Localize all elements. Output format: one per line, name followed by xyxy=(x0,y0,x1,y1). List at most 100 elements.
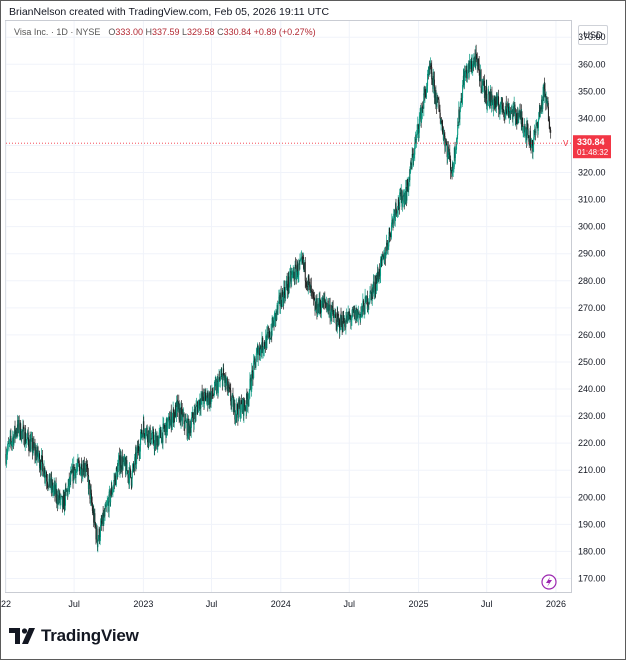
candle-body xyxy=(9,435,11,440)
candle-body xyxy=(491,99,493,101)
candle-body xyxy=(270,330,272,339)
candle-body xyxy=(46,477,48,482)
candle-body xyxy=(45,475,47,478)
y-tick-label: 170.00 xyxy=(578,573,606,583)
candle-body xyxy=(269,338,271,340)
candle-body xyxy=(81,475,83,477)
candle-body xyxy=(338,318,340,320)
candle-body xyxy=(294,264,296,280)
candle-body xyxy=(459,111,461,120)
candle-body xyxy=(407,179,409,186)
candle-body xyxy=(431,66,433,80)
candle-body xyxy=(320,307,322,313)
candle-body xyxy=(480,69,482,88)
candle-body xyxy=(491,94,493,101)
candle-body xyxy=(47,484,49,487)
candle-body xyxy=(431,79,433,83)
candle-body xyxy=(216,382,218,393)
candle-body xyxy=(275,310,277,321)
candle-body xyxy=(512,106,514,120)
candle-body xyxy=(106,503,108,506)
candle-body xyxy=(173,409,175,423)
candle-body xyxy=(522,129,524,132)
candle-body xyxy=(288,276,290,288)
candle-body xyxy=(402,195,404,203)
y-tick-label: 360.00 xyxy=(578,59,606,69)
candle-body xyxy=(93,510,95,523)
candle-body xyxy=(44,477,46,479)
candle-body xyxy=(427,73,429,86)
candle-body xyxy=(242,398,244,411)
candle-body xyxy=(402,194,404,196)
currency-button[interactable]: USD xyxy=(578,25,608,45)
candle-body xyxy=(360,309,362,315)
candle-body xyxy=(284,295,286,299)
candle-body xyxy=(352,309,354,313)
candle-body xyxy=(136,452,138,465)
candle-body xyxy=(417,124,419,126)
candle-body xyxy=(45,475,47,478)
y-tick-label: 370.00 xyxy=(578,32,606,42)
candle-body xyxy=(62,497,64,508)
candle-body xyxy=(120,467,122,470)
candle-body xyxy=(281,303,283,307)
candle-body xyxy=(232,396,234,413)
candle-body xyxy=(483,80,485,98)
candle-body xyxy=(482,81,484,85)
candle-body xyxy=(178,401,180,405)
candle-body xyxy=(523,125,525,129)
candle-body xyxy=(494,98,496,106)
price-badge-countdown: 01:48:32 xyxy=(577,148,609,157)
candle-body xyxy=(291,274,293,282)
candle-body xyxy=(381,255,383,261)
candle-body xyxy=(106,505,108,507)
candle-body xyxy=(471,60,473,71)
candle-body xyxy=(507,103,509,107)
candle-body xyxy=(396,213,398,215)
candle-body xyxy=(46,481,48,485)
candle-body xyxy=(519,110,521,117)
candle-body xyxy=(97,541,99,548)
candle-body xyxy=(53,487,55,491)
candle-body xyxy=(335,324,337,330)
candle-body xyxy=(189,427,191,433)
candle-body xyxy=(490,91,492,106)
candle-body xyxy=(192,418,194,420)
candle-body xyxy=(141,429,143,438)
attribution-text: BrianNelson created with TradingView.com… xyxy=(9,6,330,18)
candle-body xyxy=(418,118,420,133)
candle-body xyxy=(343,315,345,323)
candle-body xyxy=(305,280,307,283)
candle-body xyxy=(544,84,546,89)
candle-body xyxy=(256,349,258,354)
candle-body xyxy=(282,292,284,295)
candle-body xyxy=(207,402,209,406)
candle-body xyxy=(257,352,259,361)
candle-body xyxy=(213,393,215,396)
candle-body xyxy=(37,447,39,458)
candle-body xyxy=(393,213,395,224)
candle-body xyxy=(128,467,130,484)
candle-body xyxy=(377,271,379,284)
candle-body xyxy=(89,483,91,499)
candle-body xyxy=(492,103,494,109)
candle-body xyxy=(51,482,53,489)
candle-body xyxy=(453,147,455,167)
candle-body xyxy=(321,297,323,308)
candle-body xyxy=(451,170,453,174)
candle-body xyxy=(115,475,117,485)
candle-body xyxy=(42,464,44,477)
candle-body xyxy=(285,286,287,288)
candle-body xyxy=(428,66,430,75)
candle-body xyxy=(505,103,507,111)
candle-body xyxy=(49,473,51,488)
candle-body xyxy=(185,419,187,422)
candle-body xyxy=(118,460,120,466)
candle-body xyxy=(272,320,274,326)
candle-body xyxy=(89,480,91,484)
candle-body xyxy=(537,121,539,131)
candle-body xyxy=(270,338,272,339)
candle-body xyxy=(197,406,199,413)
candle-body xyxy=(158,437,160,446)
